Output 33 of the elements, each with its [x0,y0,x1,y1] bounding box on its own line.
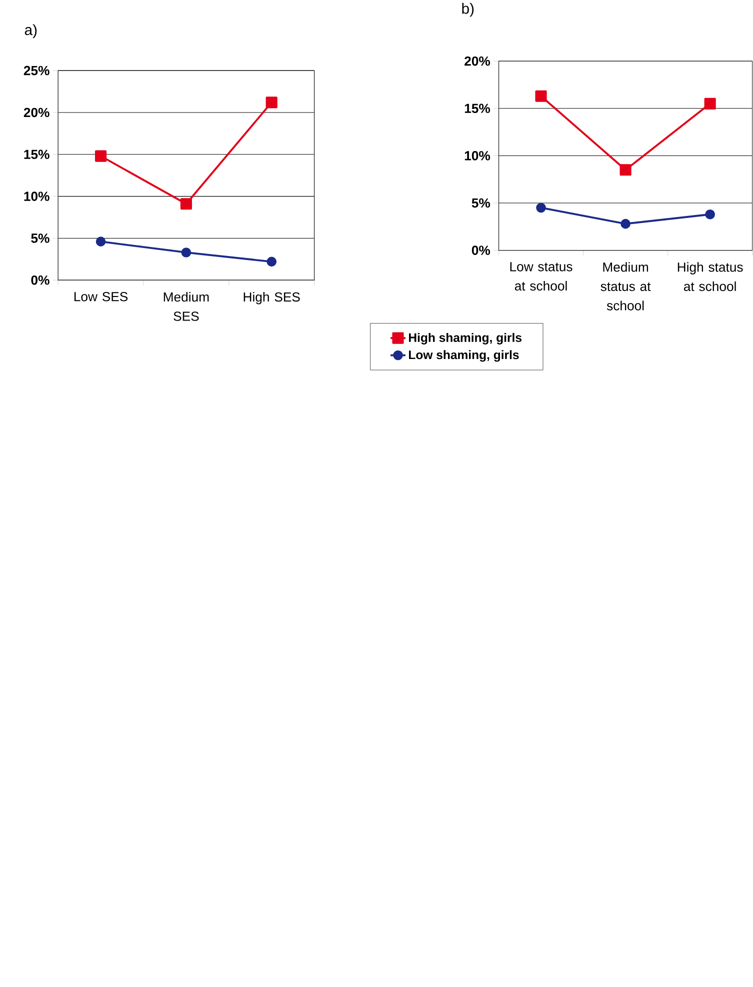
x-tick-label: Low SES [74,292,128,302]
point [535,90,547,102]
y-tick-label: 10% [24,192,50,201]
x-tick-label: Medium SES [164,292,209,321]
point [96,236,106,246]
y-tick-label: 15% [465,104,490,114]
x-tick-label: Medium status at school [600,262,651,310]
x-tick-label: Low status at school [510,262,572,291]
y-tick-label: 5% [472,198,490,208]
legend-label: High shaming, girls [409,332,522,344]
point [705,209,716,220]
y-tick-label: 0% [31,275,50,285]
x-tick-label: High status at school [678,262,743,292]
point [266,96,278,108]
chart-title: b) [462,2,474,17]
point [620,218,631,229]
y-tick-label: 5% [31,234,50,243]
point [704,98,716,110]
point [266,256,277,267]
y-tick-label: 10% [465,151,490,160]
x-tick-label: High SES [244,292,300,304]
y-tick-label: 0% [472,246,490,255]
point [181,248,192,258]
chart-title: a) [25,24,37,38]
y-tick-label: 20% [24,108,50,118]
point [95,150,107,162]
point [180,198,192,210]
legend-label: Low shaming, girls [409,350,519,362]
point [620,164,632,176]
y-tick-label: 20% [464,56,490,66]
y-tick-label: 25% [24,66,50,76]
y-tick-label: 15% [24,150,50,160]
point [536,202,546,213]
